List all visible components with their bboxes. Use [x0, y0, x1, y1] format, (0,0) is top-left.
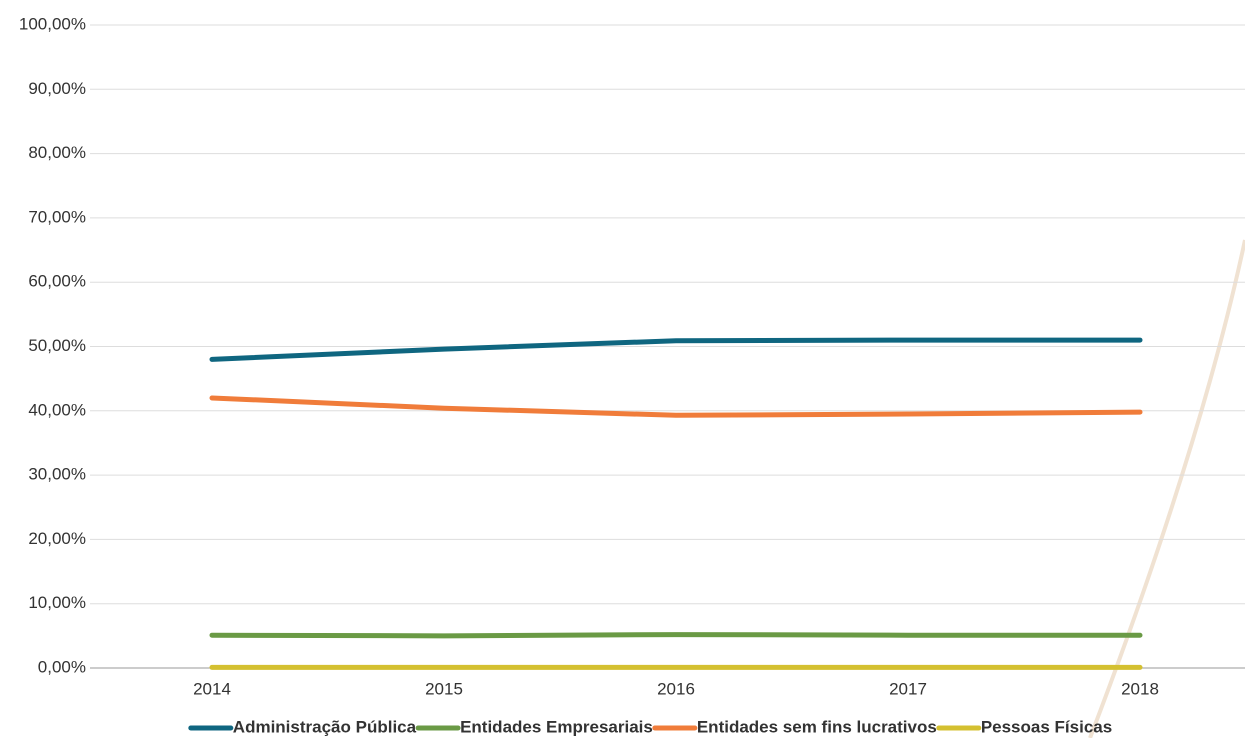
x-tick-label: 2015	[425, 679, 463, 698]
y-tick-label: 40,00%	[28, 400, 86, 419]
decoration	[1088, 239, 1245, 738]
x-tick-label: 2016	[657, 679, 695, 698]
y-tick-label: 70,00%	[28, 207, 86, 226]
y-tick-label: 10,00%	[28, 593, 86, 612]
legend-label: Administração Pública	[233, 717, 417, 736]
legend-label: Entidades Empresariais	[460, 717, 653, 736]
series-line	[209, 395, 1143, 418]
y-tick-label: 90,00%	[28, 79, 86, 98]
y-tick-label: 20,00%	[28, 529, 86, 548]
y-tick-label: 80,00%	[28, 143, 86, 162]
y-tick-label: 50,00%	[28, 336, 86, 355]
y-tick-label: 30,00%	[28, 465, 86, 484]
x-tick-label: 2014	[193, 679, 231, 698]
series-line	[209, 337, 1143, 362]
y-tick-label: 60,00%	[28, 272, 86, 291]
series-line	[209, 632, 1143, 639]
y-tick-label: 0,00%	[38, 657, 86, 676]
legend-label: Entidades sem fins lucrativos	[697, 717, 937, 736]
x-tick-label: 2017	[889, 679, 927, 698]
x-tick-label: 2018	[1121, 679, 1159, 698]
legend-label: Pessoas Físicas	[981, 717, 1112, 736]
y-tick-label: 100,00%	[19, 14, 86, 33]
